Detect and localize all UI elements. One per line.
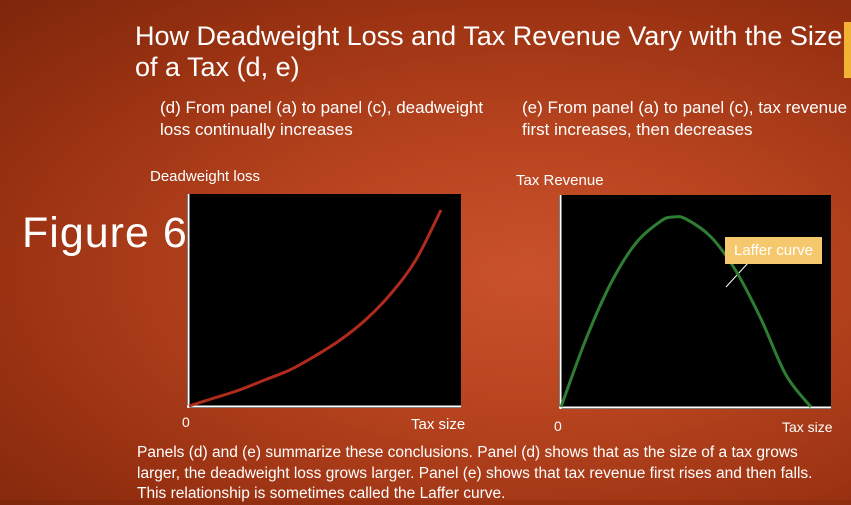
panel-d-plot [187,194,461,408]
slide-caption: Panels (d) and (e) summarize these concl… [137,444,813,502]
panel-e-y-axis-label: Tax Revenue [516,172,604,189]
panel-e-plot [559,195,831,409]
laffer-curve-callout: Laffer curve [725,237,822,264]
panel-d-x-axis-label: Tax size [411,416,466,433]
panel-d-y-axis-label: Deadweight loss [150,168,261,185]
accent-bar [844,22,851,78]
panel-e-x-axis-label: Tax size [782,419,833,435]
panel-d-chart [187,194,461,408]
subhead-panel-d: (d) From panel (a) to panel (c), deadwei… [160,98,484,139]
slide-title: How Deadweight Loss and Tax Revenue Vary… [135,21,843,82]
subhead-panel-e: (e) From panel (a) to panel (c), tax rev… [522,98,848,139]
panel-e-chart [559,195,831,409]
panel-d-origin-label: 0 [182,414,190,430]
deadweight-loss-curve [188,209,443,408]
figure-label: Figure 6 [22,209,188,257]
panel-e-origin-label: 0 [554,418,562,434]
laffer-curve [559,215,813,408]
